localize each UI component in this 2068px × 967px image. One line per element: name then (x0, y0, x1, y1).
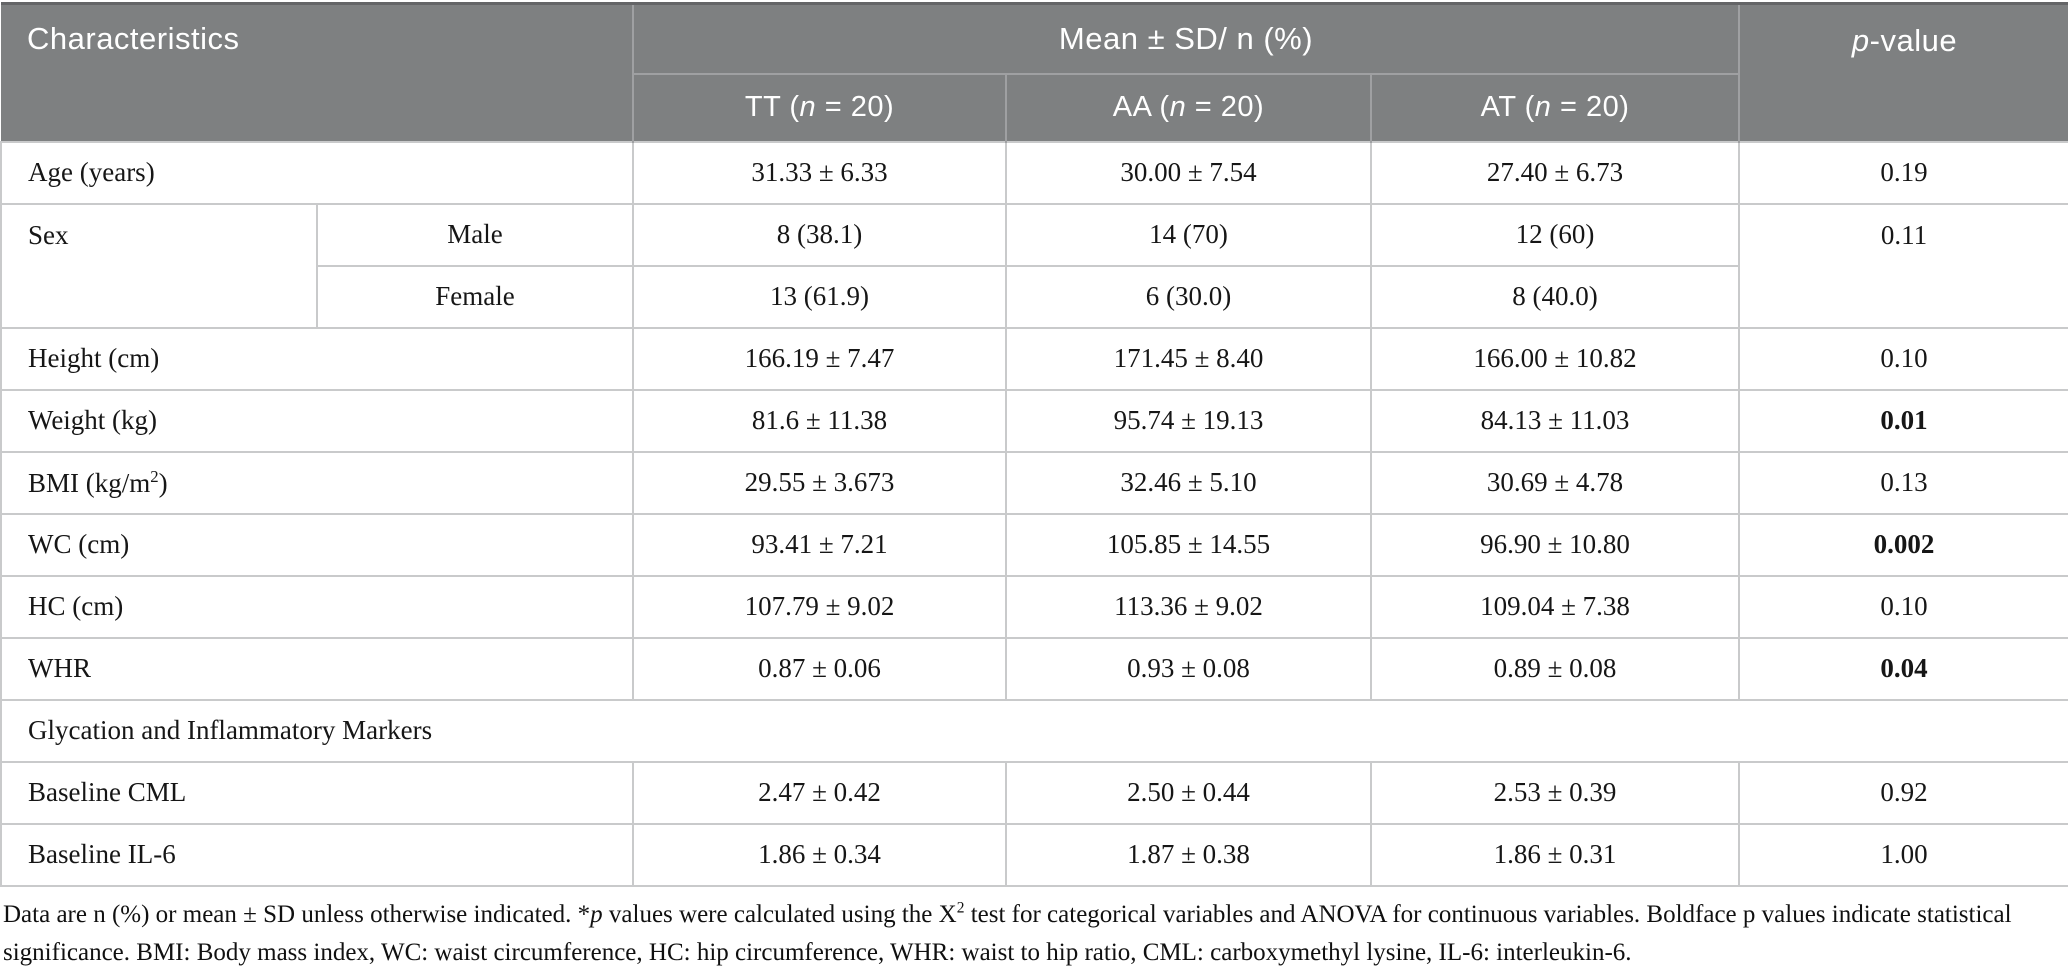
cell-at: 12 (60) (1370, 202, 1740, 267)
cell-at: 30.69 ± 4.78 (1370, 450, 1740, 515)
section-header: Glycation and Inflammatory Markers (0, 698, 2068, 763)
group-post: = 20) (816, 91, 895, 123)
cell-aa: 6 (30.0) (1005, 264, 1372, 329)
cell-p-value-significant: 0.002 (1738, 512, 2068, 577)
p-suffix: -value (1869, 23, 1958, 58)
table-header: Characteristics Mean ± SD/ n (%) p-value… (1, 3, 2068, 142)
cell-p-value: 0.13 (1738, 450, 2068, 515)
group-pre: TT ( (744, 91, 800, 123)
bmi-label-sup: 2 (150, 466, 159, 486)
cell-tt: 81.6 ± 11.38 (632, 388, 1007, 453)
cell-tt: 8 (38.1) (632, 202, 1007, 267)
cell-at: 0.89 ± 0.08 (1370, 636, 1740, 701)
bmi-label-post: ) (158, 467, 168, 498)
table-row-wc: WC (cm) 93.41 ± 7.21 105.85 ± 14.55 96.9… (0, 512, 2068, 577)
row-sublabel: Female (316, 264, 634, 329)
cell-p-value-significant: 0.04 (1738, 636, 2068, 701)
row-label: Sex (0, 202, 318, 329)
row-label: HC (cm) (0, 574, 634, 639)
table-row-hc: HC (cm) 107.79 ± 9.02 113.36 ± 9.02 109.… (0, 574, 2068, 639)
header-group-tt: TT (n = 20) (633, 73, 1007, 142)
group-post: = 20) (1186, 91, 1265, 123)
header-characteristics: Characteristics (1, 3, 634, 142)
row-label: Weight (kg) (0, 388, 634, 453)
cell-aa: 30.00 ± 7.54 (1005, 140, 1372, 205)
cell-aa: 32.46 ± 5.10 (1005, 450, 1372, 515)
cell-tt: 13 (61.9) (632, 264, 1007, 329)
cell-at: 109.04 ± 7.38 (1370, 574, 1740, 639)
table-body: Age (years) 31.33 ± 6.33 30.00 ± 7.54 27… (0, 140, 2068, 887)
group-pre: AT ( (1480, 91, 1535, 123)
cell-at: 27.40 ± 6.73 (1370, 140, 1740, 205)
row-label: Baseline CML (0, 760, 634, 825)
cell-at: 96.90 ± 10.80 (1370, 512, 1740, 577)
header-p-value: p-value (1738, 3, 2068, 142)
cell-aa: 0.93 ± 0.08 (1005, 636, 1372, 701)
cell-tt: 31.33 ± 6.33 (632, 140, 1007, 205)
header-mean-sd: Mean ± SD/ n (%) (633, 3, 1739, 75)
cell-tt: 107.79 ± 9.02 (632, 574, 1007, 639)
footnote-text: test for categorical variables and ANOVA… (3, 900, 2012, 966)
cell-tt: 93.41 ± 7.21 (632, 512, 1007, 577)
cell-aa: 171.45 ± 8.40 (1005, 326, 1372, 391)
cell-at: 166.00 ± 10.82 (1370, 326, 1740, 391)
row-label: WHR (0, 636, 634, 701)
row-sublabel: Male (316, 202, 634, 267)
table-row-height: Height (cm) 166.19 ± 7.47 171.45 ± 8.40 … (0, 326, 2068, 391)
footnote-chi-squared-sup: 2 (956, 899, 965, 917)
n-italic: n (1169, 91, 1187, 123)
group-post: = 20) (1551, 91, 1630, 123)
row-label: Height (cm) (0, 326, 634, 391)
cell-aa: 95.74 ± 19.13 (1005, 388, 1372, 453)
header-group-aa: AA (n = 20) (1006, 73, 1372, 142)
cell-aa: 113.36 ± 9.02 (1005, 574, 1372, 639)
cell-p-value: 0.10 (1738, 574, 2068, 639)
cell-at: 1.86 ± 0.31 (1370, 822, 1740, 887)
cell-tt: 166.19 ± 7.47 (632, 326, 1007, 391)
table-row-bmi: BMI (kg/m2) 29.55 ± 3.673 32.46 ± 5.10 3… (0, 450, 2068, 515)
header-group-at: AT (n = 20) (1371, 73, 1739, 142)
cell-aa: 1.87 ± 0.38 (1005, 822, 1372, 887)
row-label: Baseline IL-6 (0, 822, 634, 887)
cell-tt: 0.87 ± 0.06 (632, 636, 1007, 701)
footnote-p-italic: p (590, 900, 603, 928)
table-row-weight: Weight (kg) 81.6 ± 11.38 95.74 ± 19.13 8… (0, 388, 2068, 453)
cell-at: 84.13 ± 11.03 (1370, 388, 1740, 453)
group-pre: AA ( (1112, 91, 1170, 123)
cell-at: 8 (40.0) (1370, 264, 1740, 329)
cell-p-value: 0.92 (1738, 760, 2068, 825)
row-label: Age (years) (0, 140, 634, 205)
table-section-row: Glycation and Inflammatory Markers (0, 698, 2068, 763)
cell-at: 2.53 ± 0.39 (1370, 760, 1740, 825)
cell-p-value-significant: 0.01 (1738, 388, 2068, 453)
table-row-baseline-il6: Baseline IL-6 1.86 ± 0.34 1.87 ± 0.38 1.… (0, 822, 2068, 887)
p-italic: p (1851, 23, 1870, 58)
row-label: WC (cm) (0, 512, 634, 577)
cell-p-value: 0.19 (1738, 140, 2068, 205)
cell-aa: 14 (70) (1005, 202, 1372, 267)
table-row-age: Age (years) 31.33 ± 6.33 30.00 ± 7.54 27… (0, 140, 2068, 205)
cell-p-value: 1.00 (1738, 822, 2068, 887)
footnote-text: values were calculated using the X (602, 900, 957, 928)
footnote-text: Data are n (%) or mean ± SD unless other… (3, 900, 591, 928)
characteristics-table: Characteristics Mean ± SD/ n (%) p-value… (0, 2, 2068, 887)
n-italic: n (1534, 91, 1552, 123)
cell-tt: 29.55 ± 3.673 (632, 450, 1007, 515)
cell-p-value: 0.11 (1738, 202, 2068, 329)
table-footnote: Data are n (%) or mean ± SD unless other… (0, 887, 2068, 967)
n-italic: n (799, 91, 817, 123)
table-row-sex-male: Sex Male 8 (38.1) 14 (70) 12 (60) 0.11 (0, 202, 2068, 329)
row-label: BMI (kg/m2) (0, 450, 634, 515)
table-row-whr: WHR 0.87 ± 0.06 0.93 ± 0.08 0.89 ± 0.08 … (0, 636, 2068, 701)
cell-p-value: 0.10 (1738, 326, 2068, 391)
cell-aa: 105.85 ± 14.55 (1005, 512, 1372, 577)
cell-tt: 2.47 ± 0.42 (632, 760, 1007, 825)
bmi-label-pre: BMI (kg/m (28, 467, 151, 498)
table-row-baseline-cml: Baseline CML 2.47 ± 0.42 2.50 ± 0.44 2.5… (0, 760, 2068, 825)
cell-tt: 1.86 ± 0.34 (632, 822, 1007, 887)
table-row-sex-female: Female 13 (61.9) 6 (30.0) 8 (40.0) (1, 264, 2068, 329)
cell-aa: 2.50 ± 0.44 (1005, 760, 1372, 825)
